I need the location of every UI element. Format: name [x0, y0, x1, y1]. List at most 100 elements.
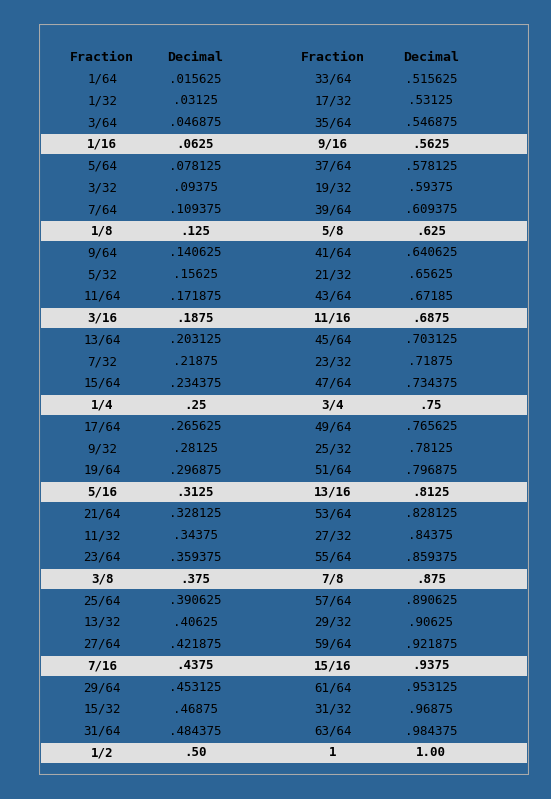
Bar: [41, 308, 527, 328]
Text: 29/64: 29/64: [84, 682, 121, 694]
Text: 41/64: 41/64: [314, 246, 352, 260]
Text: .21875: .21875: [173, 356, 218, 368]
Text: .765625: .765625: [404, 420, 457, 433]
Text: 59/64: 59/64: [314, 638, 352, 650]
Text: .78125: .78125: [408, 442, 453, 455]
Text: 55/64: 55/64: [314, 551, 352, 564]
Text: 25/64: 25/64: [84, 594, 121, 607]
Text: .171875: .171875: [169, 290, 222, 303]
Text: 19/64: 19/64: [84, 464, 121, 477]
Text: .6875: .6875: [412, 312, 450, 324]
Text: 45/64: 45/64: [314, 333, 352, 347]
Bar: [41, 656, 527, 676]
Text: Decimal: Decimal: [403, 51, 459, 64]
Text: .046875: .046875: [169, 116, 222, 129]
Text: 3/64: 3/64: [87, 116, 117, 129]
Text: .484375: .484375: [169, 725, 222, 737]
Text: .5625: .5625: [412, 137, 450, 151]
Text: 5/8: 5/8: [322, 225, 344, 238]
Text: .734375: .734375: [404, 377, 457, 390]
Text: 7/16: 7/16: [87, 659, 117, 673]
Text: .53125: .53125: [408, 94, 453, 107]
Text: 15/64: 15/64: [84, 377, 121, 390]
Text: .96875: .96875: [408, 703, 453, 716]
Text: 23/64: 23/64: [84, 551, 121, 564]
Text: .28125: .28125: [173, 442, 218, 455]
Text: .609375: .609375: [404, 203, 457, 216]
Text: 13/64: 13/64: [84, 333, 121, 347]
Text: .515625: .515625: [404, 73, 457, 85]
Text: 63/64: 63/64: [314, 725, 352, 737]
Bar: [41, 395, 527, 415]
Text: 15/16: 15/16: [314, 659, 352, 673]
Text: .859375: .859375: [404, 551, 457, 564]
Text: .921875: .921875: [404, 638, 457, 650]
Text: 43/64: 43/64: [314, 290, 352, 303]
Text: 21/64: 21/64: [84, 507, 121, 520]
Text: .67185: .67185: [408, 290, 453, 303]
Text: .09375: .09375: [173, 181, 218, 194]
Text: 1/32: 1/32: [87, 94, 117, 107]
Bar: [41, 743, 527, 763]
Text: 1/8: 1/8: [91, 225, 114, 238]
Text: .453125: .453125: [169, 682, 222, 694]
Text: .828125: .828125: [404, 507, 457, 520]
Text: .546875: .546875: [404, 116, 457, 129]
Text: 13/16: 13/16: [314, 486, 352, 499]
Text: .296875: .296875: [169, 464, 222, 477]
Text: .953125: .953125: [404, 682, 457, 694]
Text: .34375: .34375: [173, 529, 218, 542]
Text: .1875: .1875: [177, 312, 214, 324]
Text: 17/32: 17/32: [314, 94, 352, 107]
Text: 5/16: 5/16: [87, 486, 117, 499]
Text: 5/32: 5/32: [87, 268, 117, 281]
Text: 9/64: 9/64: [87, 246, 117, 260]
Text: .984375: .984375: [404, 725, 457, 737]
Text: .125: .125: [181, 225, 210, 238]
Text: .90625: .90625: [408, 616, 453, 629]
Text: .3125: .3125: [177, 486, 214, 499]
Text: 13/32: 13/32: [84, 616, 121, 629]
Text: 7/32: 7/32: [87, 356, 117, 368]
Text: .890625: .890625: [404, 594, 457, 607]
Text: 19/32: 19/32: [314, 181, 352, 194]
Text: .109375: .109375: [169, 203, 222, 216]
Text: .59375: .59375: [408, 181, 453, 194]
Text: 23/32: 23/32: [314, 356, 352, 368]
Text: 11/16: 11/16: [314, 312, 352, 324]
Text: 15/32: 15/32: [84, 703, 121, 716]
Text: .328125: .328125: [169, 507, 222, 520]
Text: 33/64: 33/64: [314, 73, 352, 85]
Text: .03125: .03125: [173, 94, 218, 107]
Text: 9/32: 9/32: [87, 442, 117, 455]
Text: .015625: .015625: [169, 73, 222, 85]
Text: .46875: .46875: [173, 703, 218, 716]
Text: Fraction: Fraction: [71, 51, 134, 64]
Text: 25/32: 25/32: [314, 442, 352, 455]
Text: .375: .375: [181, 573, 210, 586]
Text: .625: .625: [416, 225, 446, 238]
Text: .578125: .578125: [404, 160, 457, 173]
Text: 27/32: 27/32: [314, 529, 352, 542]
Text: 37/64: 37/64: [314, 160, 352, 173]
Text: .796875: .796875: [404, 464, 457, 477]
Text: .84375: .84375: [408, 529, 453, 542]
Text: 35/64: 35/64: [314, 116, 352, 129]
Text: 49/64: 49/64: [314, 420, 352, 433]
Text: 11/32: 11/32: [84, 529, 121, 542]
Bar: [41, 569, 527, 589]
Text: 7/64: 7/64: [87, 203, 117, 216]
Text: 1/2: 1/2: [91, 746, 114, 759]
Text: 1: 1: [329, 746, 337, 759]
Text: 47/64: 47/64: [314, 377, 352, 390]
Text: .203125: .203125: [169, 333, 222, 347]
Text: 1/64: 1/64: [87, 73, 117, 85]
Text: .4375: .4375: [177, 659, 214, 673]
Text: .421875: .421875: [169, 638, 222, 650]
Text: .65625: .65625: [408, 268, 453, 281]
Text: 7/8: 7/8: [322, 573, 344, 586]
Text: 1.00: 1.00: [416, 746, 446, 759]
Text: 61/64: 61/64: [314, 682, 352, 694]
Text: .40625: .40625: [173, 616, 218, 629]
Text: 3/32: 3/32: [87, 181, 117, 194]
